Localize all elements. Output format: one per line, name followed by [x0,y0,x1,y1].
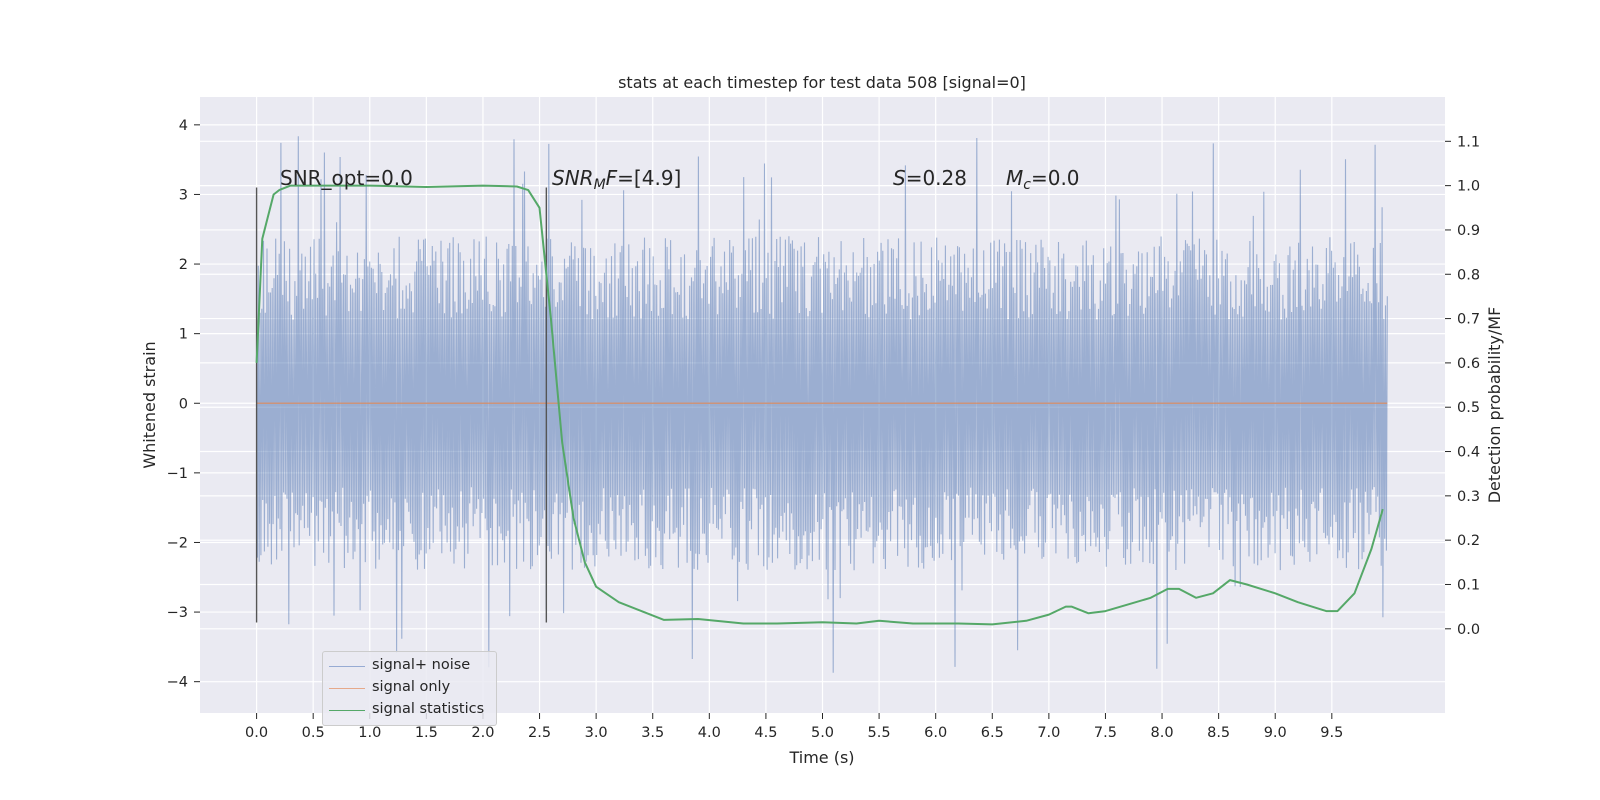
y-axis-label: Whitened strain [140,341,159,468]
annotation-mc: Mc=0.0 [1006,166,1080,193]
x-tick-label: 0.0 [245,725,268,741]
x-axis-label: Time (s) [788,748,854,767]
y-tick-label: −1 [167,466,188,482]
chart-title: stats at each timestep for test data 508… [618,73,1026,92]
annotation-mc-value: =0.0 [1031,166,1080,190]
y2-axis-label: Detection probability/MF [1485,307,1504,504]
y2-tick-label: 0.8 [1457,267,1480,283]
y2-tick-label: 0.0 [1457,622,1480,638]
signal-plus-noise-series [256,136,1388,673]
annotation-snr-mf-sub: M [594,177,606,193]
legend-swatch-signal-statistics [329,710,365,711]
x-tick-label: 2.0 [471,725,494,741]
x-tick-label: 9.0 [1264,725,1287,741]
tick-labels: 0.0 0.5 1.0 1.5 2.0 2.5 3.0 3.5 4.0 4.5 5.0 5.5 6.0 6… [167,118,1480,741]
x-tick-label: 4.5 [754,725,777,741]
x-tick-label: 8.0 [1151,725,1174,741]
y-tick-label: −3 [167,605,188,621]
y2-tick-label: 1.0 [1457,179,1480,195]
x-tick-label: 2.5 [528,725,551,741]
legend-swatch-signal-plus-noise [329,666,365,667]
y-tick-label: 3 [179,187,188,203]
annotation-mc-sub: c [1023,177,1031,193]
annotation-snr-mf: SNRMF=[4.9] [552,166,681,193]
x-tick-label: 7.5 [1094,725,1117,741]
signal-statistics-line [255,184,1384,626]
y-tick-label: 2 [179,257,188,273]
x-tick-label: 5.0 [811,725,834,741]
y2-tick-label: 0.9 [1457,223,1480,239]
legend-item-signal-plus-noise: signal+ noise [323,655,496,677]
annotation-snr-mf-rest: F [606,166,618,190]
x-tick-label: 7.0 [1037,725,1060,741]
legend: signal+ noise signal only signal statist… [322,651,497,726]
x-tick-label: 0.5 [302,725,325,741]
legend-label-signal-plus-noise: signal+ noise [372,657,471,673]
y-tick-label: 1 [179,327,188,343]
x-tick-label: 3.0 [585,725,608,741]
annotation-snr-mf-base: SNR [552,166,594,190]
annotation-s: S=0.28 [893,166,967,190]
y-tick-label: −2 [167,535,188,551]
legend-swatch-signal-only [329,688,365,689]
annotation-snr-mf-value: =[4.9] [617,166,681,190]
x-tick-label: 4.0 [698,725,721,741]
y2-tick-label: 0.4 [1457,445,1480,461]
y2-tick-label: 0.5 [1457,400,1480,416]
annotation-snr-opt: SNR_opt=0.0 [280,166,413,190]
legend-label-signal-only: signal only [372,679,451,695]
x-tick-label: 8.5 [1207,725,1230,741]
legend-item-signal-statistics: signal statistics [323,699,496,721]
signal-plus-noise-line [256,136,1388,673]
y2-tick-label: 0.3 [1457,489,1480,505]
x-tick-label: 9.5 [1320,725,1343,741]
y-tick-label: −4 [167,675,188,691]
x-tick-label: 6.0 [924,725,947,741]
y2-tick-label: 1.1 [1457,134,1480,150]
y2-tick-label: 0.1 [1457,577,1480,593]
x-tick-label: 5.5 [868,725,891,741]
y-tick-label: 0 [179,396,188,412]
x-tick-label: 3.5 [641,725,664,741]
series-lines [255,184,1388,626]
x-tick-label: 1.0 [358,725,381,741]
y2-tick-label: 0.2 [1457,533,1480,549]
legend-label-signal-statistics: signal statistics [372,701,485,717]
y2-tick-label: 0.6 [1457,356,1480,372]
annotation-s-symbol: S [893,166,906,190]
legend-item-signal-only: signal only [323,677,496,699]
annotation-s-value: =0.28 [906,166,967,190]
y2-tick-label: 0.7 [1457,312,1480,328]
annotation-mc-symbol: M [1006,166,1023,190]
y-tick-label: 4 [179,118,188,134]
x-tick-label: 6.5 [981,725,1004,741]
x-tick-label: 1.5 [415,725,438,741]
